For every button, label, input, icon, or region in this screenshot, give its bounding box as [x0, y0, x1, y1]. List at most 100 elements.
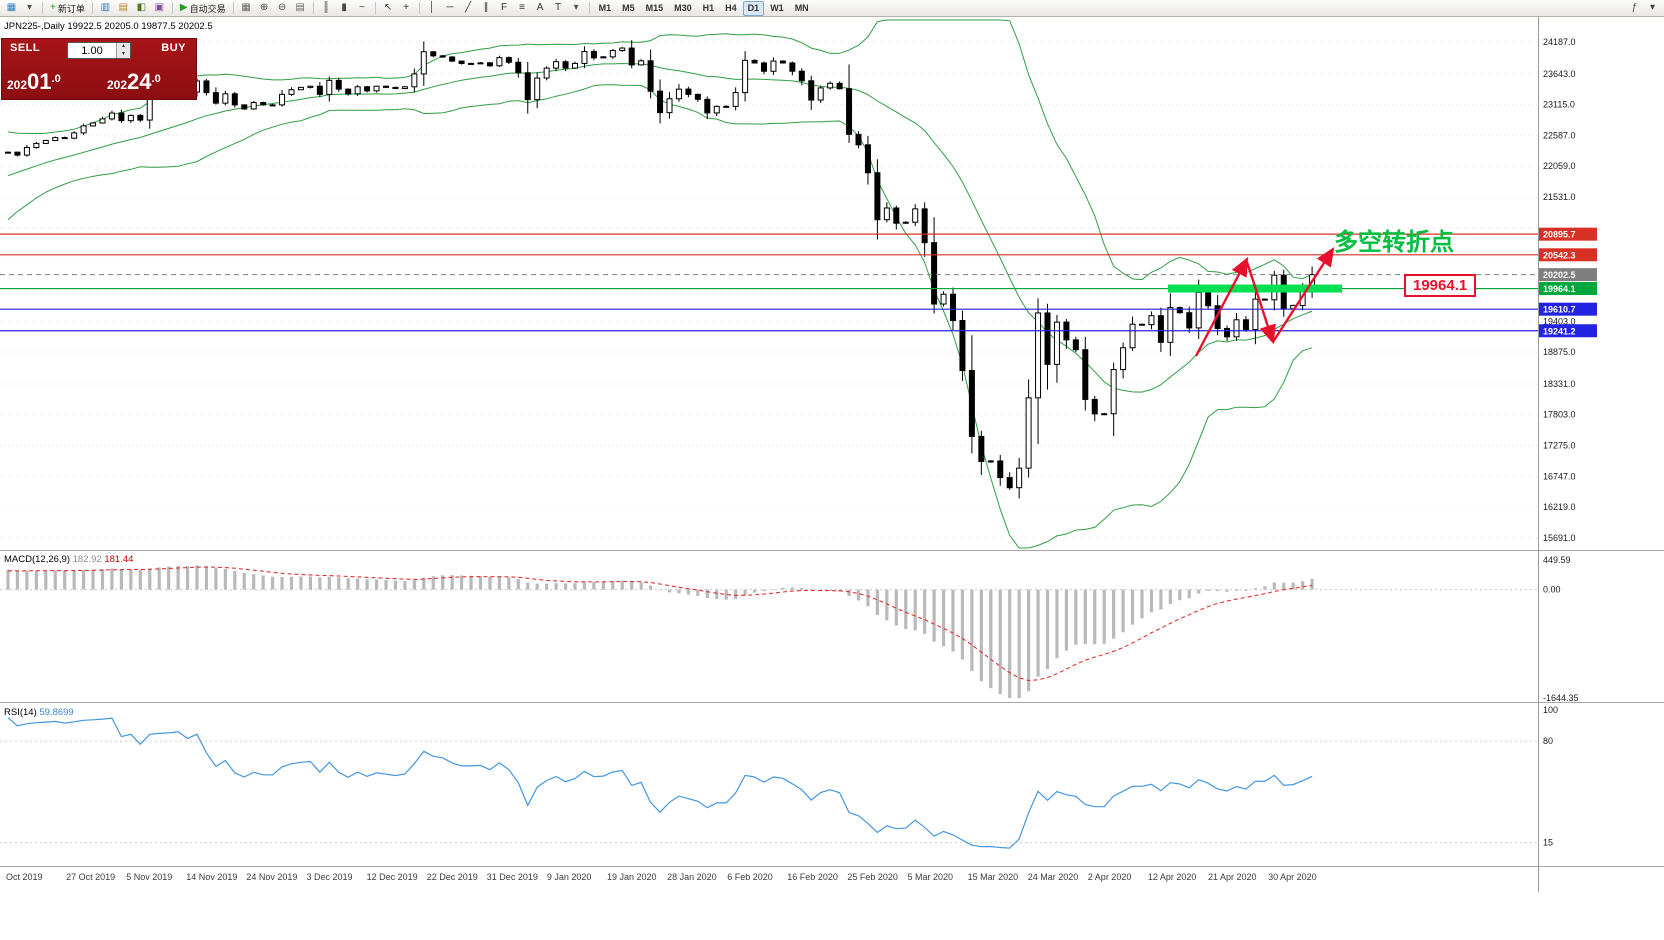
indicators-icon: ƒ — [1631, 2, 1638, 13]
channel-icon: ∥ — [483, 2, 489, 13]
data-window-button[interactable]: ▤ — [115, 1, 132, 16]
svg-text:24 Nov 2019: 24 Nov 2019 — [246, 872, 297, 882]
new-order-icon: + — [50, 2, 56, 13]
price-badge — [1539, 302, 1597, 316]
fibonacci-button[interactable]: F — [496, 1, 513, 16]
chart-window-button[interactable]: ▦ — [3, 1, 20, 16]
timeframe-h4-button[interactable]: H4 — [720, 1, 742, 16]
terminal-button[interactable]: ▣ — [151, 1, 168, 16]
svg-text:18331.0: 18331.0 — [1543, 379, 1576, 389]
svg-text:15691.0: 15691.0 — [1543, 533, 1576, 543]
zoom-in-button[interactable]: ⊕ — [256, 1, 273, 16]
zoom-out-button[interactable]: ⊖ — [274, 1, 291, 16]
autotrading-button[interactable]: ▶ 自动交易 — [177, 1, 229, 16]
new-order-button[interactable]: + 新订单 — [47, 1, 88, 16]
trend-arrows[interactable] — [1194, 246, 1335, 357]
candle-chart-button[interactable]: ▮ — [336, 1, 353, 16]
timeframe-m30-button[interactable]: M30 — [669, 1, 697, 16]
bar-chart-button[interactable]: ║ — [318, 1, 335, 16]
timeframe-m1-button[interactable]: M1 — [594, 1, 617, 16]
tile-windows-icon: ▦ — [241, 2, 251, 13]
price-callout-box[interactable]: 19964.1 — [1404, 274, 1477, 297]
arrow-objects-icon: T — [555, 2, 562, 13]
trendline-button[interactable]: ╱ — [460, 1, 477, 16]
text-icon: A — [536, 2, 544, 13]
svg-text:24 Mar 2020: 24 Mar 2020 — [1028, 872, 1079, 882]
timeframe-w1-button[interactable]: W1 — [765, 1, 789, 16]
volume-spinner: ▴ ▾ — [116, 43, 130, 58]
chart-dropdown-button[interactable]: ▾ — [21, 1, 38, 16]
svg-text:31 Dec 2019: 31 Dec 2019 — [487, 872, 538, 882]
channel-button[interactable]: ∥ — [478, 1, 495, 16]
timeframe-mn-button[interactable]: MN — [790, 1, 814, 16]
price-badge — [1539, 324, 1597, 338]
svg-text:16747.0: 16747.0 — [1543, 471, 1576, 481]
window-dropdown-button[interactable]: ▾ — [1644, 1, 1661, 16]
zoom-out-icon: ⊖ — [277, 2, 287, 13]
sell-button[interactable]: SELL 20201.0 — [2, 39, 99, 99]
svg-text:9 Jan 2020: 9 Jan 2020 — [547, 872, 592, 882]
svg-text:18875.0: 18875.0 — [1543, 347, 1576, 357]
horizontal-line-button[interactable]: ─ — [442, 1, 459, 16]
svg-text:20895.7: 20895.7 — [1543, 230, 1576, 240]
sell-price: 20201.0 — [7, 71, 61, 94]
timeframe-h1-button-label: H1 — [702, 3, 715, 13]
svg-text:22059.0: 22059.0 — [1543, 161, 1576, 171]
text-button[interactable]: A — [532, 1, 549, 16]
level-lines[interactable] — [0, 233, 1538, 332]
volume-down-button[interactable]: ▾ — [117, 50, 130, 58]
autotrading-play-icon: ▶ — [179, 2, 188, 13]
price-digits: .0 — [51, 73, 61, 85]
timeframe-mn-button-label: MN — [794, 3, 809, 13]
profiles-button[interactable]: ▤ — [292, 1, 309, 16]
svg-text:19403.0: 19403.0 — [1543, 316, 1576, 326]
toolbar-separator — [91, 2, 93, 14]
objects-dropdown-button[interactable]: ▾ — [568, 1, 585, 16]
svg-text:21 Apr 2020: 21 Apr 2020 — [1208, 872, 1257, 882]
shapes-button[interactable]: ≡ — [514, 1, 531, 16]
toolbar: ▦ ▾ + 新订单 ▥ ▤ ◧ ▣ ▶ 自动交易 ▦ ⊕ ⊖ ▤ ║ ▮ ~ ↖ + │ ─ ╱ ∥ F ≡ A T ▾ M1 M5 M15… — [0, 0, 1664, 17]
price-digits: 24 — [127, 69, 152, 94]
timeframe-m15-button[interactable]: M15 — [641, 1, 669, 16]
svg-text:0.00: 0.00 — [1543, 585, 1561, 595]
volume-input[interactable] — [68, 43, 116, 58]
profiles-icon: ▤ — [295, 2, 305, 13]
svg-text:20542.3: 20542.3 — [1543, 250, 1576, 260]
chevron-down-icon: ▾ — [26, 2, 33, 13]
volume-up-button[interactable]: ▴ — [117, 43, 130, 51]
candle-chart-icon: ▮ — [341, 2, 347, 13]
cursor-button[interactable]: ↖ — [380, 1, 397, 16]
timeframe-d1-button[interactable]: D1 — [742, 0, 765, 16]
terminal-icon: ▣ — [154, 2, 165, 13]
svg-text:Oct 2019: Oct 2019 — [6, 872, 43, 882]
chevron-down-icon: ▾ — [1649, 2, 1656, 13]
crosshair-button[interactable]: + — [398, 1, 415, 16]
navigator-button[interactable]: ◧ — [133, 1, 150, 16]
timeframe-h1-button[interactable]: H1 — [698, 1, 720, 16]
svg-text:19241.2: 19241.2 — [1543, 326, 1576, 336]
vertical-line-button[interactable]: │ — [424, 1, 441, 16]
timeframe-m30-button-label: M30 — [674, 3, 692, 13]
timeframe-m5-button-label: M5 — [622, 3, 635, 13]
market-watch-button[interactable]: ▥ — [97, 1, 114, 16]
buy-button[interactable]: BUY 20224.0 — [99, 39, 196, 99]
macd-pane — [0, 565, 1538, 698]
tile-windows-button[interactable]: ▦ — [238, 1, 255, 16]
svg-text:17275.0: 17275.0 — [1543, 441, 1576, 451]
timeframe-m5-button[interactable]: M5 — [617, 1, 640, 16]
grid — [0, 41, 1538, 539]
indicators-button[interactable]: ƒ — [1626, 1, 1643, 16]
turning-point-annotation[interactable]: 多空转折点 — [1334, 228, 1454, 256]
sell-label: SELL — [10, 42, 41, 54]
arrows-button[interactable]: T — [550, 1, 567, 16]
svg-text:16 Feb 2020: 16 Feb 2020 — [787, 872, 838, 882]
toolbar-separator — [418, 2, 420, 14]
toolbar-separator — [42, 2, 43, 14]
svg-text:449.59: 449.59 — [1543, 555, 1571, 565]
timeframe-d1-button-label: D1 — [747, 3, 760, 13]
buy-price: 20224.0 — [107, 71, 161, 94]
line-chart-button[interactable]: ~ — [354, 1, 371, 16]
timeframe-m1-button-label: M1 — [598, 3, 612, 13]
svg-text:21531.0: 21531.0 — [1543, 192, 1576, 202]
